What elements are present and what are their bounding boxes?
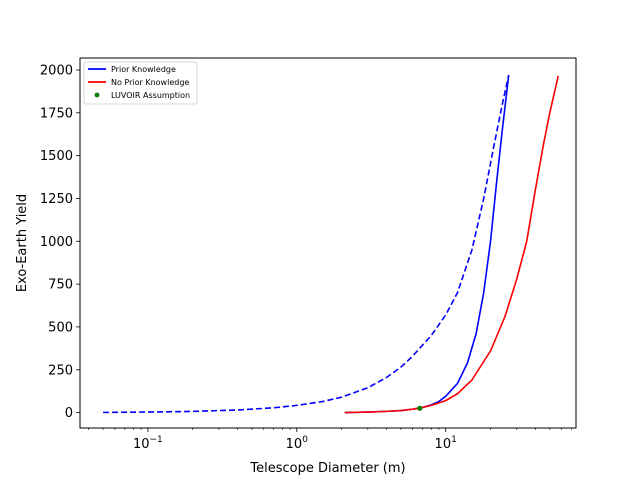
x-tick-label: 100 [286,435,309,452]
y-tick-label: 2000 [40,63,73,78]
legend-label-0: Prior Knowledge [111,65,176,74]
legend-label-1: No Prior Knowledge [111,78,189,87]
series-line-1 [103,74,510,414]
legend-label-2: LUVOIR Assumption [111,91,190,100]
data-point-0 [417,405,423,411]
y-tick-label: 500 [48,320,73,335]
plot-frame [79,57,577,429]
legend: Prior Knowledge No Prior Knowledge LUVOIR … [83,61,198,105]
y-tick-label: 250 [48,363,73,378]
plot-area [103,74,560,414]
y-axis: 0 250 500 750 1000 1250 1500 1750 2000 [40,63,80,421]
y-tick-label: 1750 [40,106,73,121]
y-tick-label: 0 [65,406,73,421]
x-tick-label: 101 [435,435,457,452]
y-tick-label: 1250 [40,192,73,207]
y-tick-label: 1000 [40,235,73,250]
x-axis-label: Telescope Diameter (m) [249,461,405,476]
x-axis: 10−1 100 101 [88,428,572,452]
y-tick-label: 750 [48,278,73,293]
y-axis-label: Exo-Earth Yield [15,194,30,292]
legend-box [83,61,198,105]
x-tick-label: 10−1 [133,435,163,452]
legend-swatch-2 [94,92,100,98]
y-tick-label: 1500 [40,149,73,164]
series-line-2 [344,75,560,414]
